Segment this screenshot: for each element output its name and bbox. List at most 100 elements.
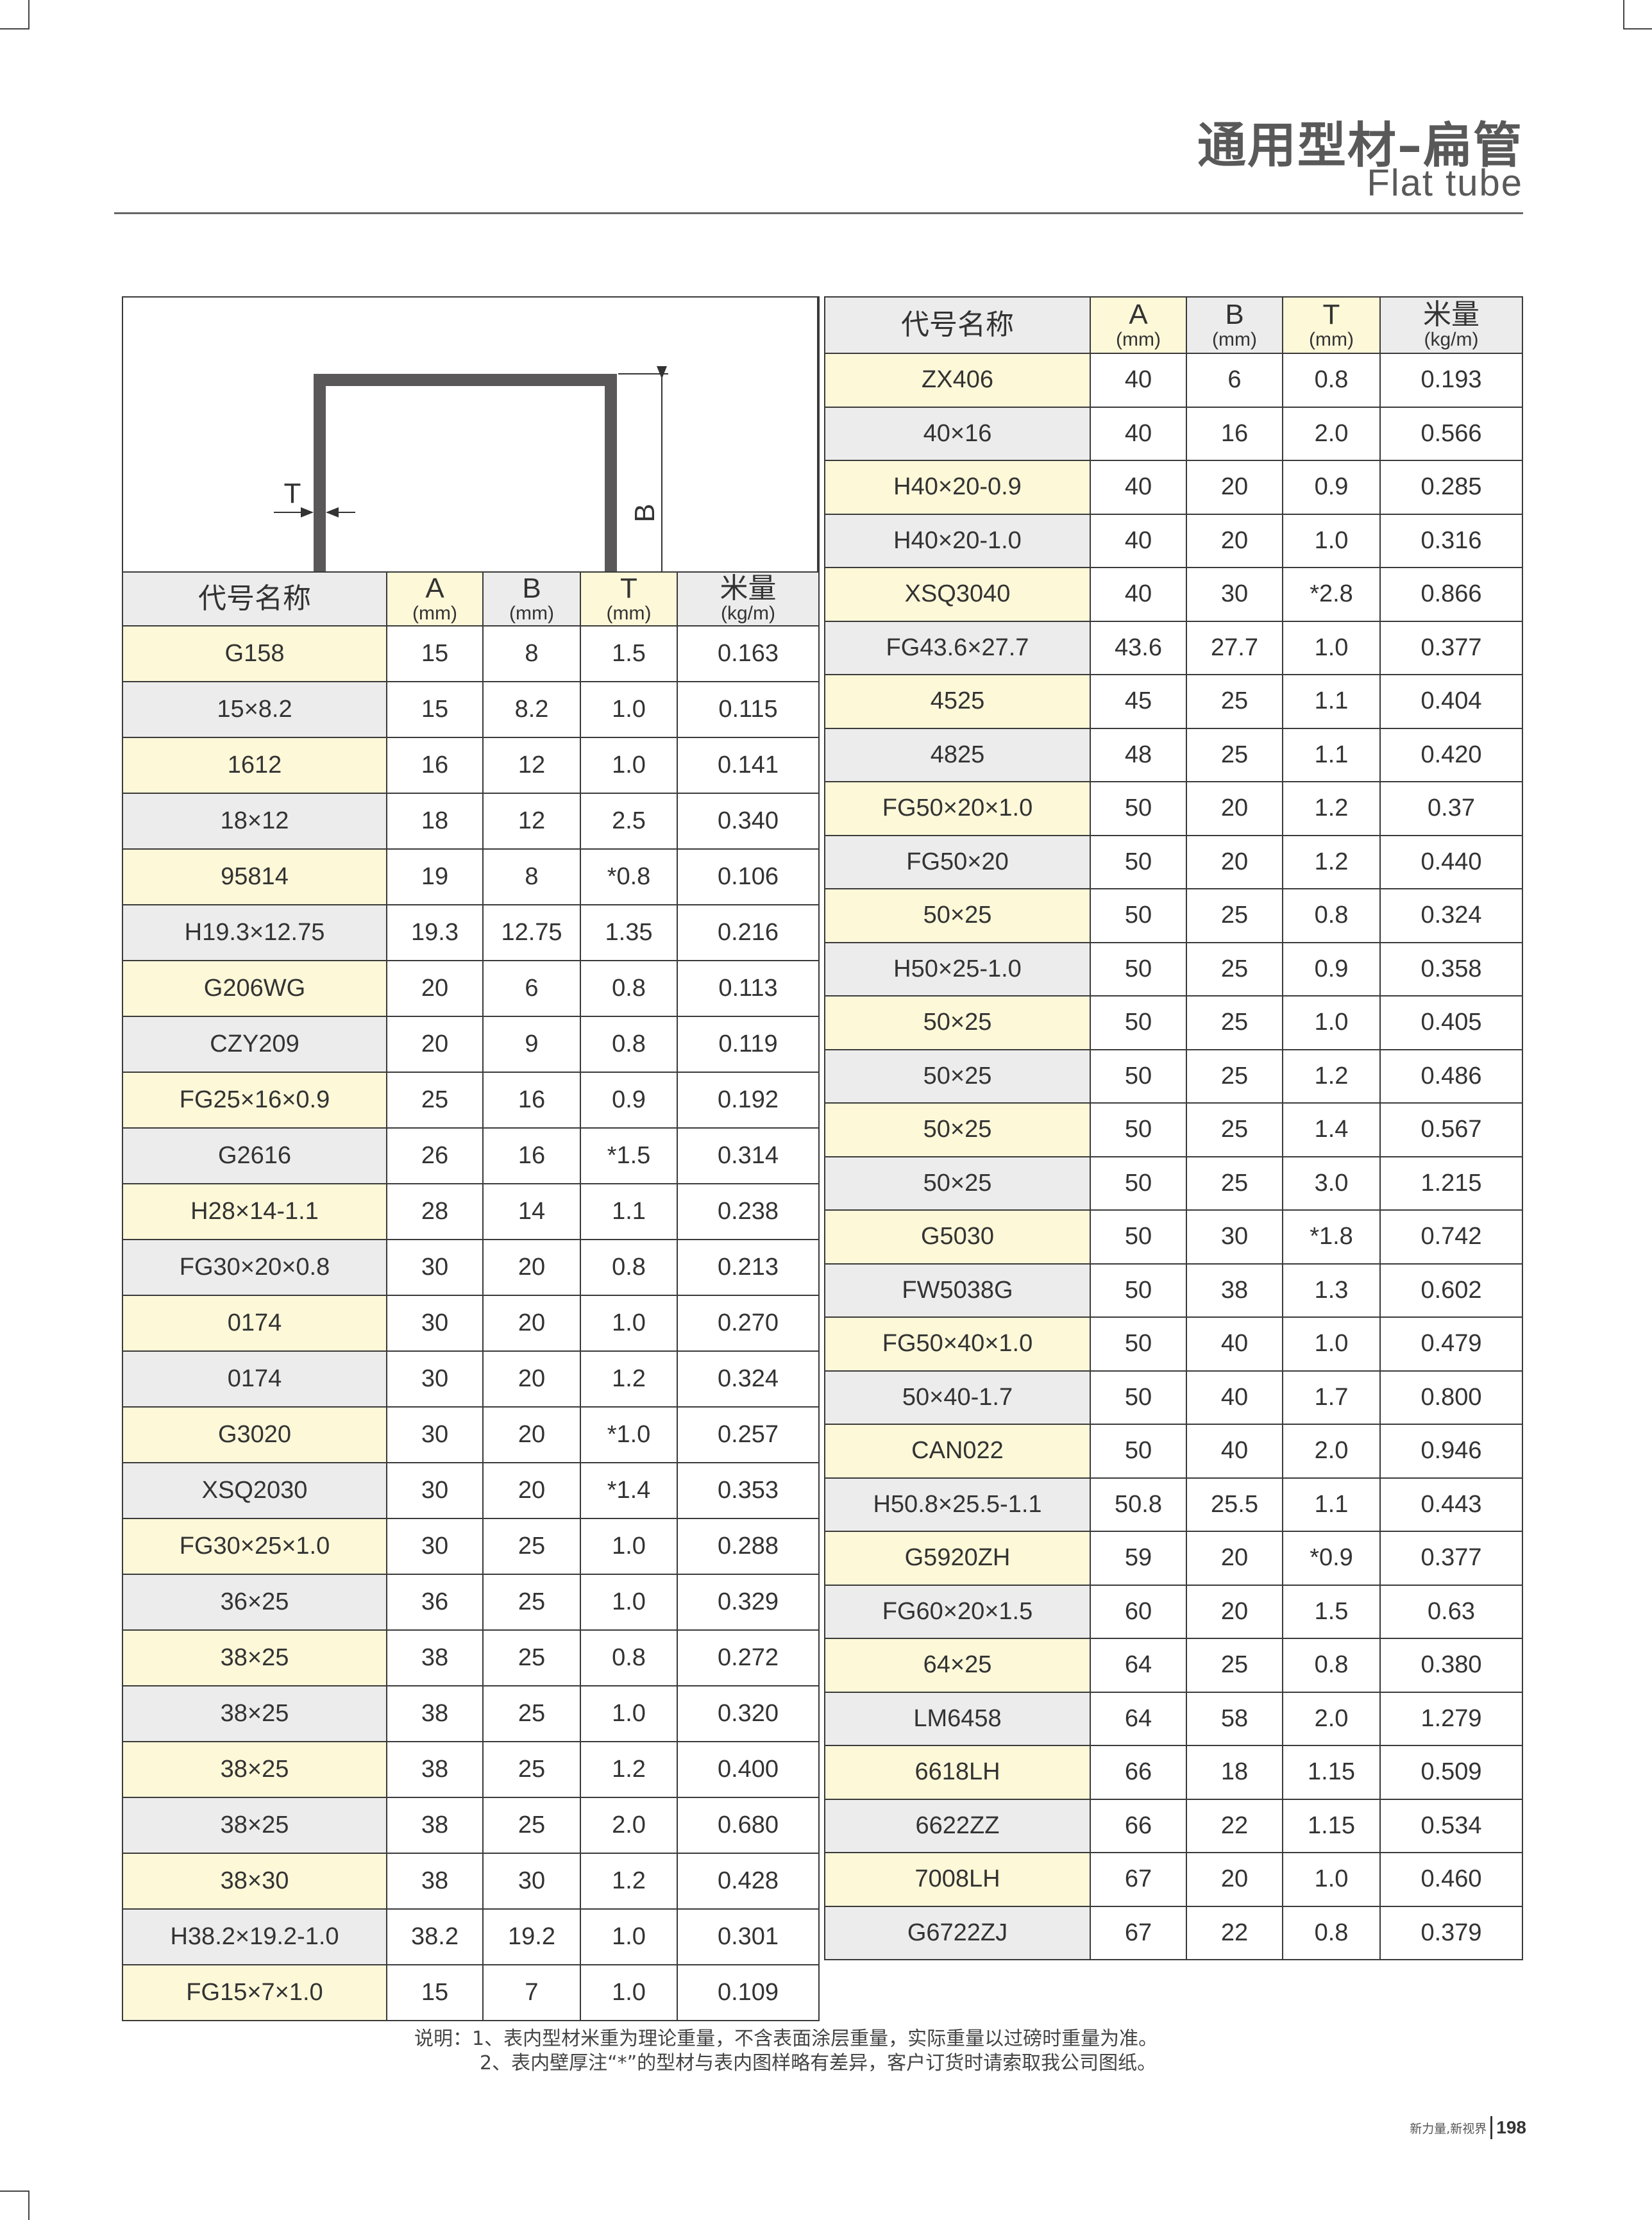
cell-name: 95814: [122, 848, 387, 905]
cell-weight: 0.377: [1379, 620, 1523, 675]
cell-b: 22: [1186, 1798, 1283, 1853]
cell-weight: 0.420: [1379, 727, 1523, 782]
col-t-unit: (mm): [606, 603, 652, 624]
cell-t: *1.4: [580, 1462, 678, 1519]
col-weight: 米量 (kg/m): [677, 571, 820, 626]
cell-name: 4525: [824, 674, 1091, 729]
col-t-label: T: [620, 573, 637, 604]
cell-name: 40×16: [824, 406, 1091, 461]
table-row: 95814 19 8 *0.8 0.106: [122, 848, 820, 905]
col-a: A (mm): [1090, 296, 1187, 354]
cell-name: FG15×7×1.0: [122, 1964, 387, 2021]
cell-name: 6622ZZ: [824, 1798, 1091, 1853]
cell-t: *1.5: [580, 1127, 678, 1184]
cell-t: 0.8: [1282, 353, 1381, 408]
cell-t: 1.2: [1282, 781, 1381, 836]
table-row: 38×25 38 25 0.8 0.272: [122, 1629, 820, 1686]
cell-weight: 0.534: [1379, 1798, 1523, 1853]
cell-weight: 0.216: [677, 904, 820, 961]
cell-weight: 0.113: [677, 960, 820, 1017]
cell-t: 1.0: [580, 681, 678, 738]
cell-weight: 0.479: [1379, 1316, 1523, 1372]
cell-b: 19.2: [482, 1908, 581, 1965]
cell-a: 50: [1090, 1424, 1187, 1479]
crop-mark: [28, 2191, 30, 2220]
cell-name: FG50×40×1.0: [824, 1316, 1091, 1372]
cell-name: FG50×20×1.0: [824, 781, 1091, 836]
cell-t: 1.15: [1282, 1745, 1381, 1800]
col-weight-label: 米量: [720, 573, 777, 604]
cell-t: 0.8: [1282, 1905, 1381, 1960]
col-b-label: B: [1225, 299, 1244, 330]
cell-weight: 0.314: [677, 1127, 820, 1184]
cell-name: FG43.6×27.7: [824, 620, 1091, 675]
cell-weight: 0.680: [677, 1797, 820, 1854]
cell-a: 15: [386, 625, 484, 682]
cell-name: H40×20-0.9: [824, 460, 1091, 515]
cell-weight: 0.340: [677, 793, 820, 850]
cell-t: *1.0: [580, 1406, 678, 1463]
crop-mark: [28, 0, 30, 28]
cell-name: FG25×16×0.9: [122, 1072, 387, 1129]
cell-weight: 0.440: [1379, 834, 1523, 889]
table-row: H40×20-1.0 40 20 1.0 0.316: [824, 513, 1523, 568]
cell-b: 25: [1186, 727, 1283, 782]
col-name: 代号名称: [122, 571, 387, 626]
cell-a: 50: [1090, 834, 1187, 889]
cell-t: 1.15: [1282, 1798, 1381, 1853]
col-name: 代号名称: [824, 296, 1091, 354]
cell-name: FG60×20×1.5: [824, 1584, 1091, 1639]
cell-name: 15×8.2: [122, 681, 387, 738]
cell-t: 1.3: [1282, 1263, 1381, 1318]
table-row: FG43.6×27.7 43.6 27.7 1.0 0.377: [824, 620, 1523, 675]
cell-weight: 0.115: [677, 681, 820, 738]
cell-weight: 0.285: [1379, 460, 1523, 515]
cell-name: 50×25: [824, 1048, 1091, 1104]
crop-mark: [0, 28, 30, 29]
col-b-unit: (mm): [509, 603, 554, 624]
col-a-unit: (mm): [412, 603, 457, 624]
cell-name: CAN022: [824, 1424, 1091, 1479]
cell-b: 25: [1186, 1102, 1283, 1157]
cell-a: 26: [386, 1127, 484, 1184]
cell-t: 1.1: [1282, 727, 1381, 782]
cell-weight: 0.106: [677, 848, 820, 905]
cell-weight: 0.213: [677, 1239, 820, 1296]
table-row: 50×40-1.7 50 40 1.7 0.800: [824, 1370, 1523, 1425]
table-row: CAN022 50 40 2.0 0.946: [824, 1424, 1523, 1479]
cell-t: 1.0: [580, 737, 678, 794]
cell-b: 25: [1186, 1048, 1283, 1104]
col-weight-label: 米量: [1423, 299, 1479, 330]
cell-name: FG50×20: [824, 834, 1091, 889]
cell-a: 38: [386, 1685, 484, 1742]
cell-b: 40: [1186, 1370, 1283, 1425]
cell-weight: 0.353: [677, 1462, 820, 1519]
table-row: FG30×25×1.0 30 25 1.0 0.288: [122, 1518, 820, 1575]
table-row: ZX406 40 6 0.8 0.193: [824, 353, 1523, 408]
cell-t: 0.9: [1282, 460, 1381, 515]
cell-a: 30: [386, 1239, 484, 1296]
spec-table-right: 代号名称 A (mm) B (mm) T (mm) 米量 (kg/m) ZX406 40 6…: [824, 296, 1523, 1960]
table-row: 64×25 64 25 0.8 0.380: [824, 1638, 1523, 1693]
cell-weight: 0.377: [1379, 1531, 1523, 1586]
table-row: CZY209 20 9 0.8 0.119: [122, 1016, 820, 1073]
cell-weight: 0.163: [677, 625, 820, 682]
cell-a: 50: [1090, 941, 1187, 996]
cell-t: 1.0: [1282, 513, 1381, 568]
table-row: 38×25 38 25 1.2 0.400: [122, 1741, 820, 1798]
cell-a: 50: [1090, 888, 1187, 943]
page-subtitle: Flat tube: [1367, 162, 1523, 204]
col-b-label: B: [522, 573, 541, 604]
cell-name: G3020: [122, 1406, 387, 1463]
table-row: 50×25 50 25 1.2 0.486: [824, 1048, 1523, 1104]
table-row: H28×14-1.1 28 14 1.1 0.238: [122, 1183, 820, 1240]
cell-name: 36×25: [122, 1574, 387, 1631]
col-b: B (mm): [482, 571, 581, 626]
cell-t: 1.2: [580, 1350, 678, 1408]
cell-weight: 0.141: [677, 737, 820, 794]
cell-a: 19: [386, 848, 484, 905]
table-row: FG50×20×1.0 50 20 1.2 0.37: [824, 781, 1523, 836]
cell-a: 50: [1090, 1263, 1187, 1318]
cell-a: 43.6: [1090, 620, 1187, 675]
crop-mark: [1623, 28, 1652, 29]
